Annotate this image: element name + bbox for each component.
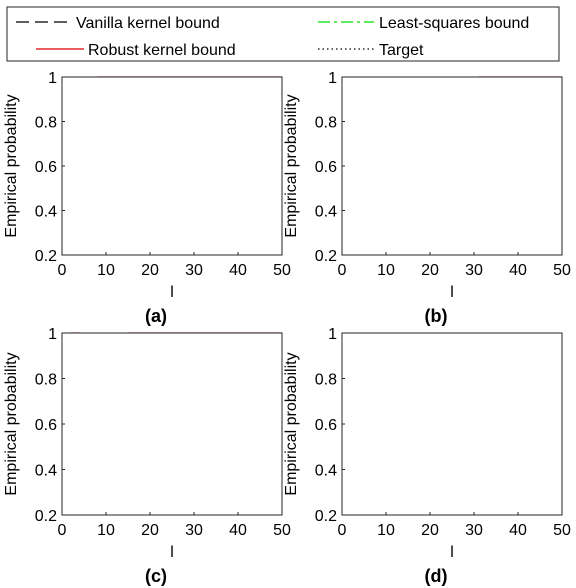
legend-label-target: Target (379, 42, 424, 59)
axes-box (61, 332, 283, 516)
y-tick-label: 0.2 (315, 508, 337, 525)
x-tick-label: 20 (141, 262, 159, 279)
chart-panel-3: 0 10 20 30 40 50 0.2 0.4 0.6 0.8 1 l Empirical proba… (3, 326, 291, 586)
x-tick-label: 0 (58, 522, 67, 539)
y-tick-label: 0.6 (315, 159, 337, 176)
legend-label-robust: Robust kernel bound (88, 42, 236, 59)
y-tick-label: 0.2 (35, 508, 57, 525)
x-tick-label: 10 (377, 262, 395, 279)
y-axis-label: Empirical probability (3, 94, 20, 237)
y-axis-label: Empirical probability (283, 94, 300, 237)
x-tick-label: 20 (141, 522, 159, 539)
axes-box (61, 76, 283, 256)
x-tick-label: 40 (229, 262, 247, 279)
x-tick-label: 30 (465, 262, 483, 279)
y-tick-label: 0.2 (35, 248, 57, 265)
x-tick-label: 0 (58, 262, 67, 279)
x-tick-label: 40 (509, 522, 527, 539)
chart-panel-1: 0 10 20 30 40 50 0.2 0.4 0.6 0.8 1 l Empirical proba… (3, 70, 291, 326)
x-tick-label: 30 (185, 522, 203, 539)
panel-caption: (d) (425, 566, 448, 586)
y-tick-label: 0.8 (35, 372, 57, 389)
x-tick-label: 20 (421, 522, 439, 539)
chart-panel-4: 0 10 20 30 40 50 0.2 0.4 0.6 0.8 1 l Empirical proba… (283, 326, 571, 586)
y-tick-label: 0.4 (315, 463, 337, 480)
y-tick-label: 0.4 (315, 204, 337, 221)
x-tick-label: 30 (465, 522, 483, 539)
y-tick-label: 0.6 (315, 417, 337, 434)
legend-label-vanilla: Vanilla kernel bound (76, 15, 220, 32)
y-tick-label: 0.6 (35, 159, 57, 176)
x-axis-label: l (170, 284, 174, 301)
x-tick-label: 50 (553, 522, 571, 539)
legend: Vanilla kernel bound Least-squares bound… (6, 6, 560, 62)
x-tick-label: 20 (421, 262, 439, 279)
panel-caption: (b) (425, 306, 448, 326)
y-axis-label: Empirical probability (283, 352, 300, 495)
x-tick-label: 10 (97, 522, 115, 539)
x-tick-label: 0 (338, 262, 347, 279)
y-tick-label: 1 (48, 70, 57, 87)
legend-box (6, 6, 560, 62)
y-tick-label: 0.8 (315, 372, 337, 389)
y-tick-label: 1 (328, 326, 337, 343)
axes-box (341, 332, 563, 516)
x-tick-label: 50 (273, 262, 291, 279)
y-tick-label: 1 (48, 326, 57, 343)
y-tick-label: 0.6 (35, 417, 57, 434)
x-axis-label: l (170, 544, 174, 561)
y-axis-label: Empirical probability (3, 352, 20, 495)
x-tick-label: 50 (553, 262, 571, 279)
x-axis-label: l (450, 544, 454, 561)
x-tick-label: 30 (185, 262, 203, 279)
x-tick-label: 50 (273, 522, 291, 539)
y-tick-label: 0.4 (35, 463, 57, 480)
x-tick-label: 40 (509, 262, 527, 279)
y-tick-label: 0.2 (315, 248, 337, 265)
axes-box (341, 76, 563, 256)
x-tick-label: 10 (377, 522, 395, 539)
y-tick-label: 0.8 (315, 115, 337, 132)
legend-label-ls: Least-squares bound (379, 15, 529, 32)
x-tick-label: 10 (97, 262, 115, 279)
x-tick-label: 0 (338, 522, 347, 539)
panel-caption: (a) (145, 306, 167, 326)
x-tick-label: 40 (229, 522, 247, 539)
panel-caption: (c) (145, 566, 167, 586)
chart-panel-2: 0 10 20 30 40 50 0.2 0.4 0.6 0.8 1 l Empirical proba… (283, 70, 571, 326)
x-axis-label: l (450, 284, 454, 301)
y-tick-label: 0.8 (35, 115, 57, 132)
y-tick-label: 0.4 (35, 204, 57, 221)
y-tick-label: 1 (328, 70, 337, 87)
